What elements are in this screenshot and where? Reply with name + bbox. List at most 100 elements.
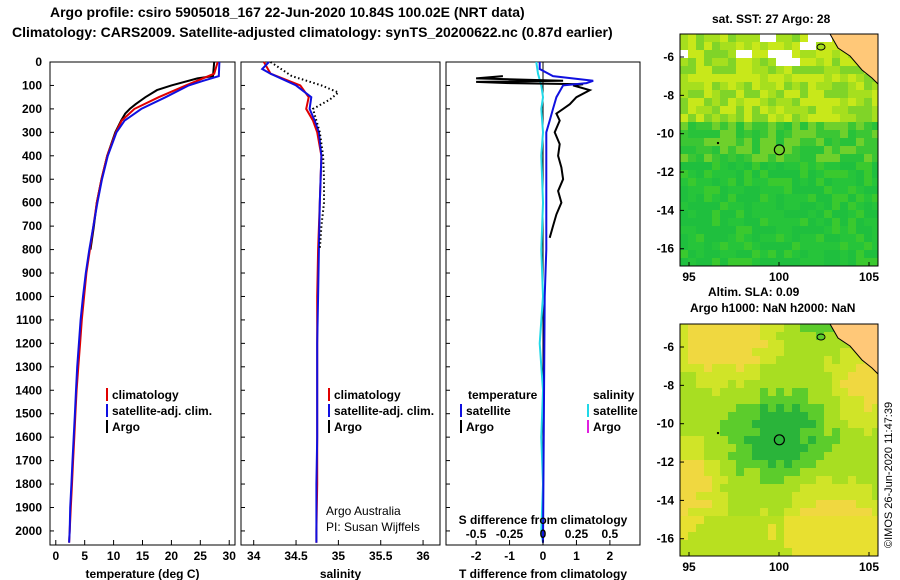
sst-cell — [720, 138, 728, 146]
sst-lat-label: -14 — [657, 203, 675, 217]
sla-cell — [760, 404, 768, 412]
sst-cell — [704, 162, 712, 170]
sla-cell — [680, 444, 688, 452]
sst-cell — [744, 226, 752, 234]
sla-cell — [712, 500, 720, 508]
chart-title-line2: Climatology: CARS2009. Satellite-adjuste… — [12, 24, 613, 40]
sst-cell — [792, 130, 800, 138]
sst-cell — [768, 122, 776, 130]
sla-cell — [808, 332, 816, 340]
sst-cell — [728, 82, 736, 90]
sla-cell — [728, 444, 736, 452]
sla-cell — [744, 532, 752, 540]
sla-cell — [736, 364, 744, 372]
sla-cell — [712, 476, 720, 484]
sla-cell — [752, 324, 760, 332]
depth-tick-label: 200 — [22, 102, 42, 116]
salinity-axis-label: salinity — [320, 567, 362, 580]
sst-cell — [832, 130, 840, 138]
sst-cell — [784, 82, 792, 90]
sst-cell — [872, 82, 878, 90]
sla-cell — [792, 468, 800, 476]
sla-cell — [768, 412, 776, 420]
sst-cell — [688, 226, 696, 234]
sst-cell — [768, 106, 776, 114]
sla-cell — [816, 396, 824, 404]
sst-cell — [808, 202, 816, 210]
sst-cell — [792, 106, 800, 114]
salinity-legend-label: satellite-adj. clim. — [334, 404, 434, 418]
sst-cell — [712, 138, 720, 146]
sla-cell — [736, 436, 744, 444]
sst-cell — [704, 250, 712, 258]
sla-cell — [840, 484, 848, 492]
sst-cell — [736, 242, 744, 250]
sst-cell — [832, 258, 840, 266]
sla-cell — [760, 484, 768, 492]
sst-cell — [696, 130, 704, 138]
sla-lat-label: -16 — [657, 532, 675, 546]
sla-cell — [872, 444, 878, 452]
sst-cell — [728, 194, 736, 202]
sla-cell — [864, 372, 872, 380]
sst-cell — [840, 114, 848, 122]
sla-cell — [744, 420, 752, 428]
sst-cell — [696, 154, 704, 162]
sst-cell — [776, 42, 784, 50]
sla-cell — [688, 468, 696, 476]
sst-cell — [824, 210, 832, 218]
sst-cell — [704, 242, 712, 250]
sst-cell — [816, 234, 824, 242]
sst-cell — [824, 106, 832, 114]
sla-cell — [856, 452, 864, 460]
sst-cell — [712, 170, 720, 178]
sst-cell — [768, 130, 776, 138]
sst-cell — [704, 114, 712, 122]
sla-cell — [808, 388, 816, 396]
sla-cell — [720, 484, 728, 492]
sst-cell — [752, 82, 760, 90]
sla-cell — [760, 428, 768, 436]
sst-cell — [864, 106, 872, 114]
legend-temperature-title: temperature — [468, 388, 538, 402]
sst-cell — [744, 50, 752, 58]
sst-cell — [808, 258, 816, 266]
sst-land — [829, 34, 878, 85]
temperature-satellite-difference-line — [538, 62, 594, 543]
sst-cell — [808, 74, 816, 82]
sst-cell — [816, 210, 824, 218]
sst-cell — [760, 34, 768, 42]
sla-cell — [776, 468, 784, 476]
sst-cell — [848, 66, 856, 74]
sla-cell — [704, 396, 712, 404]
annotation-argo-australia: Argo Australia — [326, 504, 401, 518]
sla-cell — [680, 436, 688, 444]
sst-cell — [864, 98, 872, 106]
sla-cell — [704, 388, 712, 396]
sst-cell — [712, 42, 720, 50]
sla-cell — [688, 364, 696, 372]
sla-islet — [716, 431, 720, 435]
sst-cell — [800, 114, 808, 122]
sla-cell — [704, 428, 712, 436]
sst-cell — [720, 186, 728, 194]
sla-cell — [712, 540, 720, 548]
sla-cell — [720, 364, 728, 372]
sla-cell — [688, 388, 696, 396]
sla-cell — [704, 332, 712, 340]
sla-cell — [824, 460, 832, 468]
sla-cell — [832, 332, 840, 340]
sla-cell — [864, 516, 872, 524]
sst-map-title: sat. SST: 27 Argo: 28 — [712, 12, 831, 26]
sla-cell — [856, 548, 864, 556]
sst-cell — [712, 258, 720, 266]
sla-cell — [760, 348, 768, 356]
sst-cell — [752, 234, 760, 242]
sst-cell — [856, 234, 864, 242]
sla-cell — [768, 444, 776, 452]
sst-cell — [832, 202, 840, 210]
depth-tick-label: 1100 — [16, 313, 42, 327]
sla-cell — [864, 380, 872, 388]
sla-cell — [688, 532, 696, 540]
sst-cell — [856, 114, 864, 122]
